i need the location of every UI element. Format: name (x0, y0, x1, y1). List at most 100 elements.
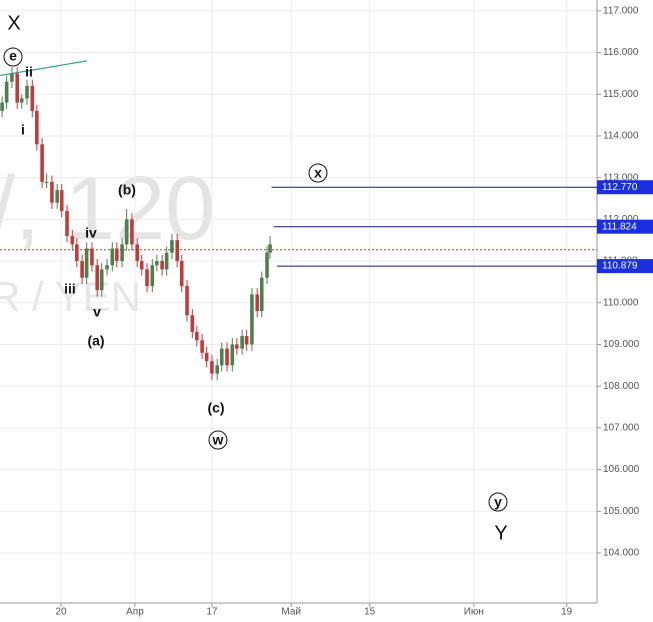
wave-label: Y (494, 522, 507, 544)
candle-body (225, 348, 229, 366)
y-tick-label: 115.000 (603, 89, 639, 100)
wave-label: e (9, 48, 17, 64)
candle-body (210, 361, 214, 374)
candle-body (115, 248, 119, 262)
circle (208, 430, 228, 450)
candle-body (259, 277, 264, 312)
candle-body (110, 248, 115, 266)
circle (3, 47, 23, 67)
level-box (597, 180, 653, 195)
candle-body (124, 219, 129, 245)
y-tick-label: 113.000 (603, 172, 639, 183)
candle-body (65, 211, 69, 237)
candle-body (265, 252, 269, 278)
candle-body (244, 336, 249, 345)
y-tick-label: 107.000 (603, 422, 640, 433)
candle-body (130, 219, 134, 245)
wave-label: x (314, 165, 322, 181)
wave-label: (a) (87, 333, 104, 349)
candle-body (155, 261, 159, 266)
watermark-text: R / YEN (0, 273, 141, 320)
candle-body (120, 244, 124, 262)
candle-body (200, 340, 204, 353)
wave-label: y (494, 494, 502, 510)
candle-body (10, 73, 14, 82)
candle-body (105, 265, 109, 270)
candle-body (25, 85, 29, 99)
candle-body (55, 190, 60, 203)
wave-label: ii (25, 64, 33, 80)
candle-body (175, 240, 180, 262)
level-box (597, 259, 653, 274)
y-tick-label: 116.000 (603, 47, 639, 58)
y-tick-label: 117.000 (603, 5, 639, 16)
candle-body (170, 240, 174, 253)
candle-body (145, 269, 149, 287)
x-tick-label: 17 (206, 607, 218, 617)
candle-body (240, 336, 244, 349)
x-tick-label: Май (281, 607, 301, 617)
x-tick-label: Июн (464, 607, 484, 617)
x-tick-label: 15 (364, 607, 376, 617)
level-label: 112.770 (602, 182, 638, 193)
level-label: 110.879 (602, 261, 638, 272)
y-tick-label: 110.000 (603, 297, 639, 308)
y-tick-label: 104.000 (603, 548, 640, 559)
candle-body (35, 110, 39, 145)
wave-label: X (7, 12, 20, 34)
candle-body (70, 236, 75, 245)
watermark: /, 120 R / YEN (0, 159, 215, 320)
candle-body (44, 181, 49, 183)
x-tick-label: 20 (55, 607, 67, 617)
level-label: 111.824 (602, 221, 637, 232)
annotations: X e ii i (b) iv iii v (a) (c) w x y Y (3, 12, 508, 544)
trend-line (0, 60, 88, 77)
candle-body (30, 85, 35, 111)
candle-body (59, 190, 64, 212)
candle-body (15, 73, 20, 103)
candle-body (195, 331, 199, 341)
y-tick-label: 112.000 (603, 214, 639, 225)
candle-body (19, 98, 24, 103)
candle-body (50, 181, 54, 203)
candle-body (160, 261, 164, 270)
candle-body (135, 244, 140, 262)
wave-label: iv (85, 225, 97, 241)
candle-body (250, 294, 254, 345)
candle-body (255, 294, 260, 312)
candle-body (268, 244, 272, 253)
candle-body (139, 261, 144, 270)
circle (488, 492, 508, 512)
circle (308, 163, 328, 183)
y-tick-label: 109.000 (603, 339, 640, 350)
candle-body (204, 352, 209, 362)
candle-body (150, 265, 155, 287)
y-tick-label: 106.000 (603, 464, 640, 475)
y-tick-label: 105.000 (603, 506, 640, 517)
candle-body (80, 261, 84, 278)
wave-label: w (212, 432, 224, 448)
y-tick-label: 114.000 (603, 131, 639, 142)
candle-body (0, 102, 4, 111)
candle-body (90, 248, 94, 266)
candle-body (179, 261, 184, 287)
candle-body (164, 252, 169, 270)
watermark-text: /, 120 (0, 159, 215, 259)
candle-body (235, 344, 239, 349)
candle-body (185, 286, 189, 316)
wave-label: (c) (207, 400, 224, 416)
candle-body (219, 348, 224, 366)
wave-label: iii (64, 281, 76, 297)
candle-body (84, 248, 89, 278)
y-tick-label: 108.000 (603, 381, 640, 392)
candle-body (4, 81, 9, 103)
x-tick-label: 19 (561, 607, 573, 617)
candle-body (95, 265, 100, 291)
wave-label: i (21, 122, 25, 138)
candle-body (40, 144, 44, 182)
candle-body (190, 315, 195, 332)
level-box (597, 219, 653, 234)
wave-label: (b) (118, 182, 136, 198)
wave-label: v (93, 304, 101, 320)
